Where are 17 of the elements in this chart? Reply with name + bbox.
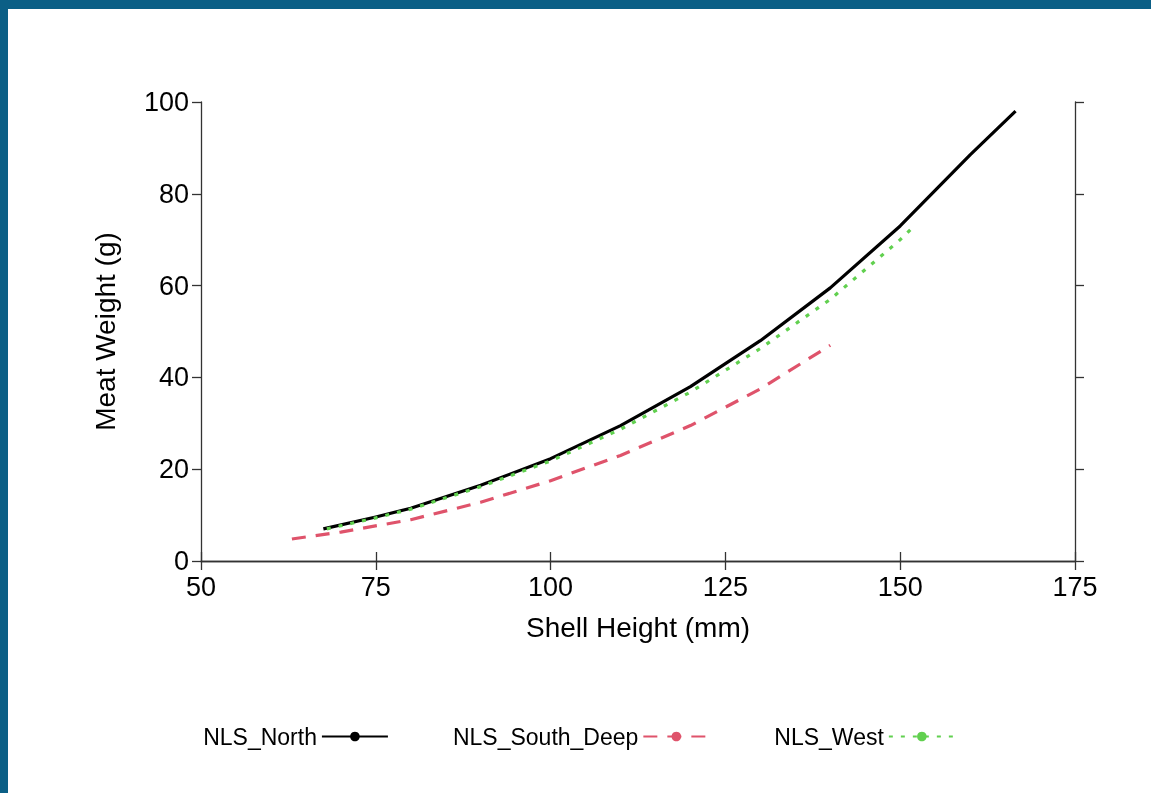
x-tick-label: 125	[702, 571, 748, 602]
x-tick-label: 100	[528, 571, 574, 602]
line-series	[290, 343, 832, 541]
y-axis-title: Meat Weight (g)	[89, 232, 121, 431]
x-tick-label: 75	[360, 571, 391, 602]
y-tick-label: 60	[158, 270, 189, 301]
x-tick-label: 175	[1052, 571, 1098, 602]
x-axis-title: Shell Height (mm)	[525, 611, 751, 643]
y-tick-label: 20	[158, 454, 189, 485]
legend-label: NLS_South_Deep	[452, 723, 639, 750]
legend-label: NLS_West	[774, 723, 885, 750]
y-tick-label: 40	[158, 362, 189, 393]
line-series	[321, 109, 1018, 531]
x-tick-label: 150	[877, 571, 923, 602]
legend-label: NLS_North	[203, 723, 317, 750]
y-tick-label: 100	[143, 87, 189, 117]
y-tick-label: 80	[158, 178, 189, 209]
